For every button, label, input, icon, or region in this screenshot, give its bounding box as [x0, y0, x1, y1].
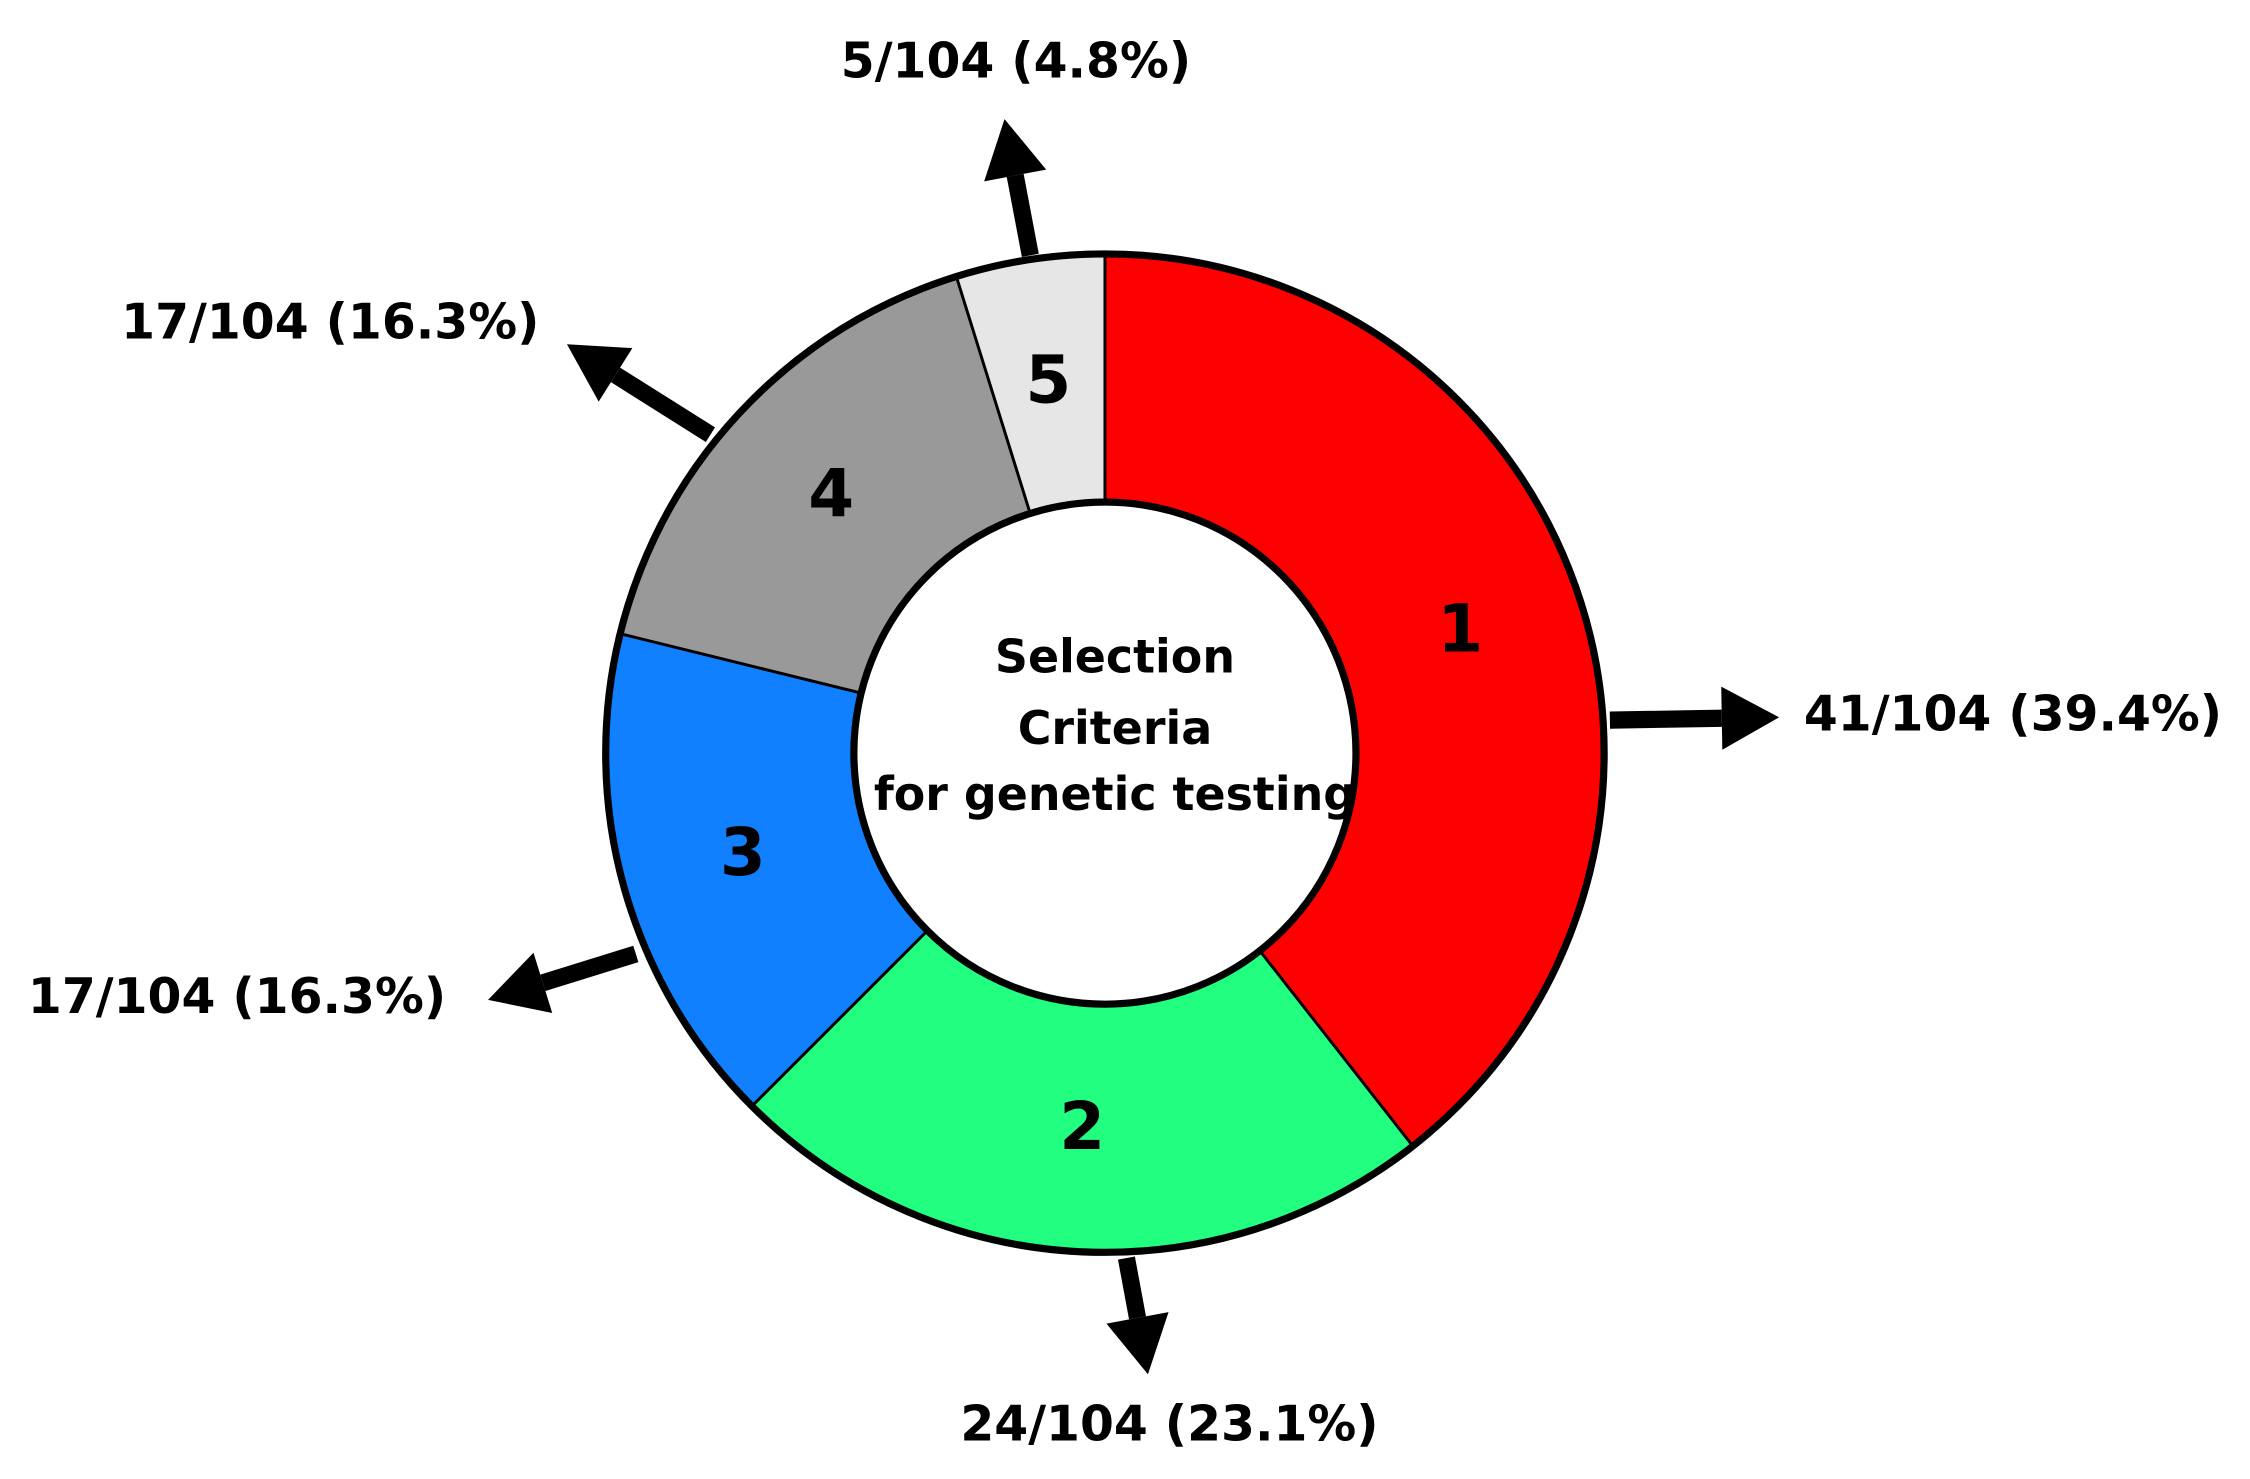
value-label: 41/104 (39.4%) [1804, 685, 2222, 742]
center-text: for genetic testing [874, 767, 1356, 821]
value-label: 24/104 (23.1%) [960, 1395, 1378, 1452]
arrow-head [488, 952, 553, 1013]
segment-label: 4 [808, 455, 854, 532]
value-label: 5/104 (4.8%) [841, 33, 1191, 90]
arrow-shaft [1117, 1256, 1146, 1320]
value-label: 17/104 (16.3%) [121, 294, 539, 351]
arrow-head [1721, 686, 1780, 750]
segment-label: 1 [1437, 590, 1483, 667]
segments [604, 252, 1606, 1254]
value-label: 17/104 (16.3%) [28, 968, 446, 1025]
segment-label: 3 [720, 814, 766, 891]
center-text: Selection [995, 629, 1235, 683]
arrow-head [566, 344, 633, 402]
arrow-shaft [1609, 709, 1722, 729]
center-text: Criteria [1018, 701, 1212, 755]
outer-ring [602, 250, 1608, 1256]
segment-label: 2 [1059, 1088, 1105, 1165]
arrow-shaft [540, 945, 639, 992]
inner-ring [850, 498, 1360, 1008]
arrow-head [1106, 1312, 1169, 1375]
arrow-shaft [610, 367, 716, 442]
segment-label: 5 [1025, 341, 1071, 418]
arrow-head [984, 119, 1047, 182]
arrow-shaft [1006, 173, 1039, 257]
